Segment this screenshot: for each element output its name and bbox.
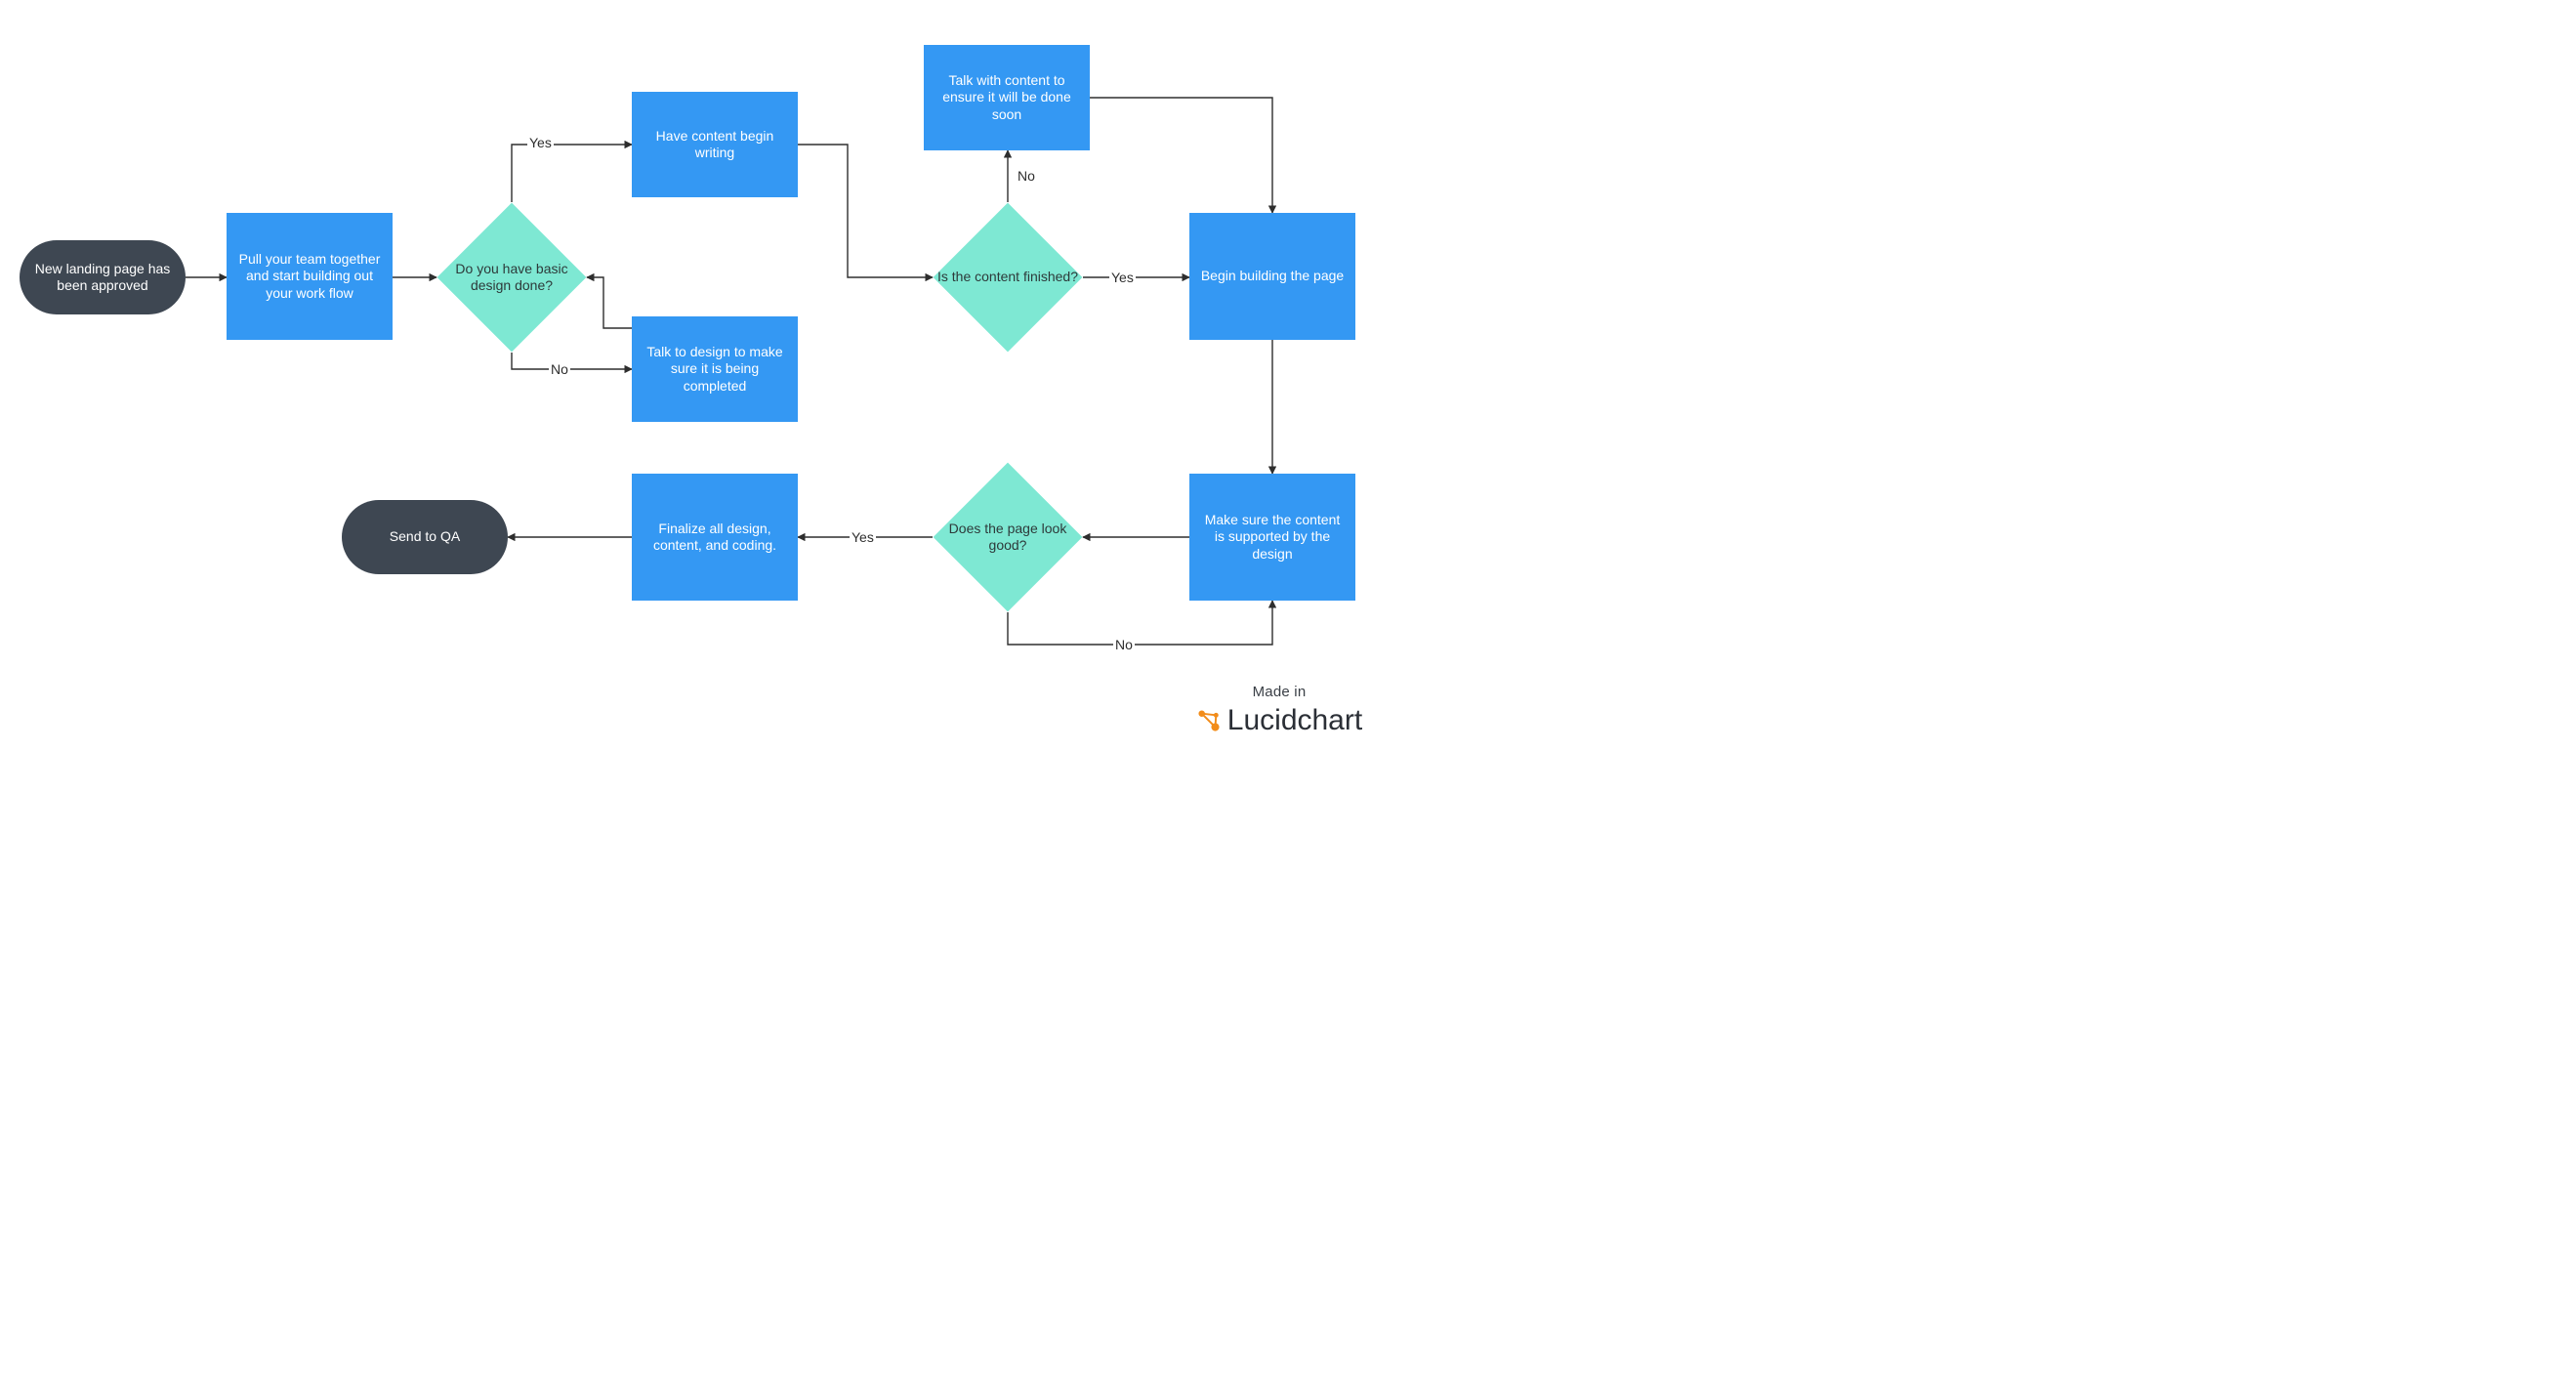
decision-content_q: Is the content finished? — [955, 225, 1060, 330]
decision-design_q: Do you have basic design done? — [459, 225, 564, 330]
decision-look_q: Does the page look good? — [955, 484, 1060, 590]
edge-label-look_q-support: No — [1113, 637, 1135, 652]
process-finalize: Finalize all design, content, and coding… — [632, 474, 798, 601]
process-team: Pull your team together and start buildi… — [227, 213, 393, 340]
process-build: Begin building the page — [1189, 213, 1355, 340]
flowchart-canvas: New landing page has been approved Pull y… — [0, 0, 1445, 773]
edge-design_q-begin_wr — [512, 145, 632, 202]
edge-talk_des-design_q — [587, 277, 632, 328]
lucidchart-icon — [1196, 708, 1222, 733]
process-support: Make sure the content is supported by th… — [1189, 474, 1355, 601]
edge-design_q-talk_des — [512, 353, 632, 369]
credit-brand: Lucidchart — [1172, 704, 1387, 737]
edge-talk_con-build — [1090, 98, 1272, 213]
edge-look_q-support — [1008, 601, 1272, 645]
edge-label-design_q-begin_wr: Yes — [527, 135, 554, 150]
terminator-qa: Send to QA — [342, 500, 508, 574]
edge-label-content_q-talk_con: No — [1016, 168, 1037, 184]
edge-label-content_q-build: Yes — [1109, 270, 1136, 285]
edge-label-look_q-finalize: Yes — [850, 529, 876, 545]
terminator-start: New landing page has been approved — [20, 240, 186, 314]
credit-brand-text: Lucidchart — [1227, 704, 1362, 737]
edge-label-design_q-talk_des: No — [549, 361, 570, 377]
credit-block: Made in Lucidchart — [1172, 684, 1387, 737]
process-talk_des: Talk to design to make sure it is being … — [632, 316, 798, 422]
credit-made-in: Made in — [1172, 684, 1387, 700]
edge-begin_wr-content_q — [798, 145, 933, 277]
process-talk_con: Talk with content to ensure it will be d… — [924, 45, 1090, 150]
process-begin_wr: Have content begin writing — [632, 92, 798, 197]
